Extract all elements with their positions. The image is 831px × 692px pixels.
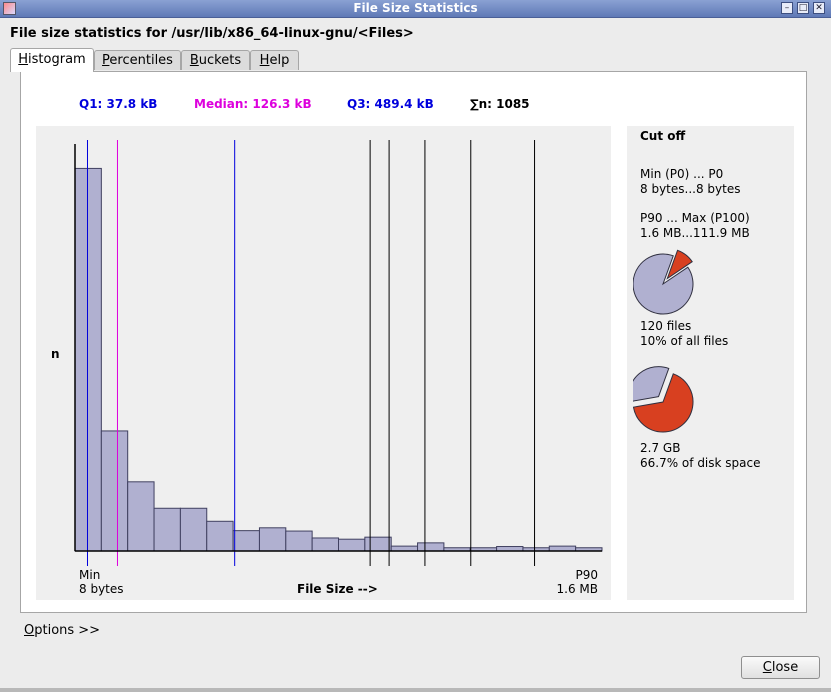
window-title: File Size Statistics	[353, 1, 478, 15]
app-icon	[3, 2, 16, 15]
tab-help[interactable]: Help	[250, 50, 299, 70]
cutoff-min-line2: 8 bytes...8 bytes	[640, 182, 741, 196]
histogram-panel	[36, 126, 611, 600]
histogram-bar	[311, 537, 339, 552]
options-toggle-button[interactable]: Options >>	[24, 623, 101, 638]
title-bar[interactable]: File Size Statistics – □ ✕	[0, 0, 831, 18]
p90-label: P90 1.6 MB	[540, 568, 598, 596]
histogram-bar	[285, 530, 313, 552]
q3-stat: Q3: 489.4 kB	[347, 97, 434, 111]
histogram-bar	[364, 536, 392, 552]
n-stat: ∑n: 1085	[470, 97, 530, 111]
histogram-bar	[206, 520, 234, 552]
p90-label-value: 1.6 MB	[556, 582, 598, 596]
files-pie-chart	[633, 249, 694, 315]
tab-percentiles[interactable]: Percentiles	[94, 50, 181, 70]
histogram-bar	[153, 507, 181, 552]
histogram-bar	[232, 530, 260, 552]
cutoff-space: 2.7 GB 66.7% of disk space	[640, 441, 761, 471]
median-stat: Median: 126.3 kB	[194, 97, 312, 111]
cutoff-files-count: 120 files	[640, 319, 692, 333]
p90-label-title: P90	[575, 568, 598, 582]
close-window-icon[interactable]: ✕	[813, 2, 825, 14]
min-label-value: 8 bytes	[79, 582, 124, 596]
cutoff-files-percent: 10% of all files	[640, 334, 729, 348]
close-button[interactable]: Close	[741, 656, 820, 679]
tab-histogram[interactable]: Histogram	[10, 48, 94, 72]
space-pie-remaining-slice	[633, 366, 670, 402]
q1-stat: Q1: 37.8 kB	[79, 97, 158, 111]
cutoff-space-percent: 66.7% of disk space	[640, 456, 761, 470]
histogram-bar	[417, 542, 445, 552]
histogram-bar	[179, 507, 208, 552]
histogram-bar	[338, 538, 366, 552]
histogram-bar	[74, 167, 102, 552]
window-bottom-edge	[0, 688, 831, 692]
cutoff-space-size: 2.7 GB	[640, 441, 681, 455]
space-pie-cutoff-slice	[633, 373, 694, 433]
files-pie-remaining-slice	[633, 253, 694, 315]
minimize-icon[interactable]: –	[781, 2, 793, 14]
min-label: Min 8 bytes	[79, 568, 124, 596]
cutoff-max-line2: 1.6 MB...111.9 MB	[640, 226, 750, 240]
min-label-title: Min	[79, 568, 101, 582]
cutoff-title: Cut off	[640, 129, 686, 143]
histogram-bar	[258, 527, 287, 552]
histogram-chart	[74, 140, 603, 566]
disk-space-pie-chart	[633, 366, 694, 433]
histogram-bar	[100, 430, 129, 552]
cutoff-max-line1: P90 ... Max (P100)	[640, 211, 750, 225]
y-axis-label: n	[51, 347, 60, 361]
page-title: File size statistics for /usr/lib/x86_64…	[10, 26, 414, 41]
files-pie-cutoff-slice	[666, 249, 693, 280]
cutoff-panel	[627, 126, 794, 600]
cutoff-min-range: Min (P0) ... P0 8 bytes...8 bytes	[640, 167, 740, 197]
cutoff-min-line1: Min (P0) ... P0	[640, 167, 724, 181]
histogram-bar	[127, 481, 155, 552]
x-axis-label: File Size -->	[297, 582, 378, 596]
cutoff-files: 120 files 10% of all files	[640, 319, 728, 349]
maximize-icon[interactable]: □	[797, 2, 809, 14]
cutoff-max-range: P90 ... Max (P100) 1.6 MB...111.9 MB	[640, 211, 750, 241]
tab-buckets[interactable]: Buckets	[181, 50, 250, 70]
